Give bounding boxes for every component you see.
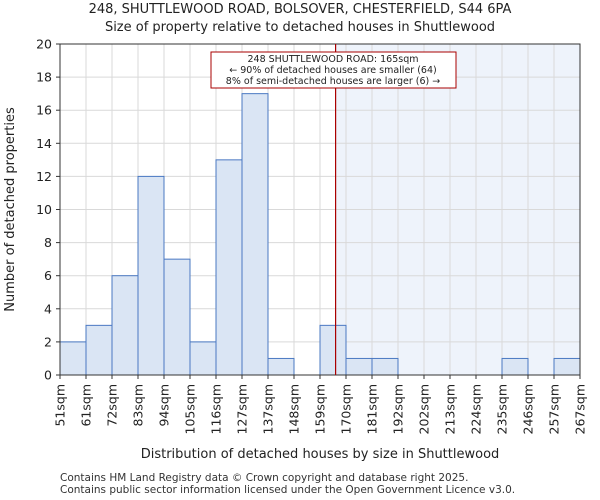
x-tick-label: 116sqm bbox=[209, 384, 224, 434]
x-tick-label: 94sqm bbox=[157, 384, 172, 427]
x-tick-label: 213sqm bbox=[443, 384, 458, 434]
x-tick-label: 192sqm bbox=[391, 384, 406, 434]
x-tick-label: 170sqm bbox=[339, 384, 354, 434]
y-tick-label: 20 bbox=[36, 37, 52, 52]
x-tick-label: 83sqm bbox=[131, 384, 146, 427]
histogram-bar bbox=[501, 357, 529, 376]
x-axis-label: Distribution of detached houses by size … bbox=[141, 447, 500, 462]
y-tick-label: 8 bbox=[44, 235, 52, 250]
histogram-bar bbox=[189, 341, 217, 376]
x-tick-label: 105sqm bbox=[183, 384, 198, 434]
x-tick-label: 257sqm bbox=[547, 384, 562, 434]
x-tick-label: 267sqm bbox=[573, 384, 588, 434]
annotation-box bbox=[210, 51, 457, 89]
x-tick-label: 181sqm bbox=[365, 384, 380, 434]
y-tick-label: 0 bbox=[44, 368, 52, 383]
histogram-bar bbox=[267, 357, 295, 376]
chart-title-block: 248, SHUTTLEWOOD ROAD, BOLSOVER, CHESTER… bbox=[0, 1, 600, 37]
y-tick-label: 18 bbox=[36, 70, 52, 85]
histogram-bar bbox=[241, 93, 269, 376]
attribution-line-2: Contains public sector information licen… bbox=[60, 484, 516, 496]
x-tick-label: 61sqm bbox=[79, 384, 94, 427]
y-tick-label: 2 bbox=[44, 334, 52, 349]
histogram-bar bbox=[59, 341, 87, 376]
x-tick-label: 235sqm bbox=[495, 384, 510, 434]
y-tick-label: 4 bbox=[44, 301, 52, 316]
x-tick-label: 224sqm bbox=[469, 384, 484, 434]
x-tick-label: 148sqm bbox=[287, 384, 302, 434]
x-tick-label: 51sqm bbox=[53, 384, 68, 427]
histogram-bar bbox=[553, 357, 581, 376]
y-tick-label: 10 bbox=[36, 202, 52, 217]
annotation-title: 248 SHUTTLEWOOD ROAD: 165sqm bbox=[247, 54, 418, 65]
x-tick-label: 246sqm bbox=[521, 384, 536, 434]
x-tick-label: 137sqm bbox=[261, 384, 276, 434]
histogram-bar bbox=[371, 357, 399, 376]
x-tick-label: 127sqm bbox=[235, 384, 250, 434]
x-tick-label: 202sqm bbox=[417, 384, 432, 434]
x-tick-label: 159sqm bbox=[313, 384, 328, 434]
attribution-footer: Contains HM Land Registry data © Crown c… bbox=[60, 472, 515, 496]
x-tick-label: 72sqm bbox=[105, 384, 120, 427]
annotation-larger: 8% of semi-detached houses are larger (6… bbox=[226, 76, 440, 87]
chart-title: 248, SHUTTLEWOOD ROAD, BOLSOVER, CHESTER… bbox=[88, 2, 512, 17]
attribution-line-1: Contains HM Land Registry data © Crown c… bbox=[60, 472, 469, 484]
histogram-bar bbox=[111, 275, 139, 376]
y-axis-label: Number of detached properties bbox=[3, 107, 18, 312]
histogram-bar bbox=[215, 159, 243, 376]
histogram-bar bbox=[137, 175, 165, 376]
annotation-callout: 248 SHUTTLEWOOD ROAD: 165sqm← 90% of det… bbox=[210, 51, 457, 89]
histogram-bar bbox=[319, 324, 347, 376]
chart-subtitle: Size of property relative to detached ho… bbox=[104, 20, 496, 35]
histogram-bar bbox=[85, 324, 113, 376]
y-tick-label: 14 bbox=[36, 136, 52, 151]
y-tick-label: 16 bbox=[36, 103, 52, 118]
histogram-bar bbox=[345, 357, 373, 376]
y-tick-label: 12 bbox=[36, 169, 52, 184]
annotation-smaller: ← 90% of detached houses are smaller (64… bbox=[229, 65, 436, 76]
histogram-bar bbox=[163, 258, 191, 376]
y-tick-label: 6 bbox=[44, 268, 52, 283]
